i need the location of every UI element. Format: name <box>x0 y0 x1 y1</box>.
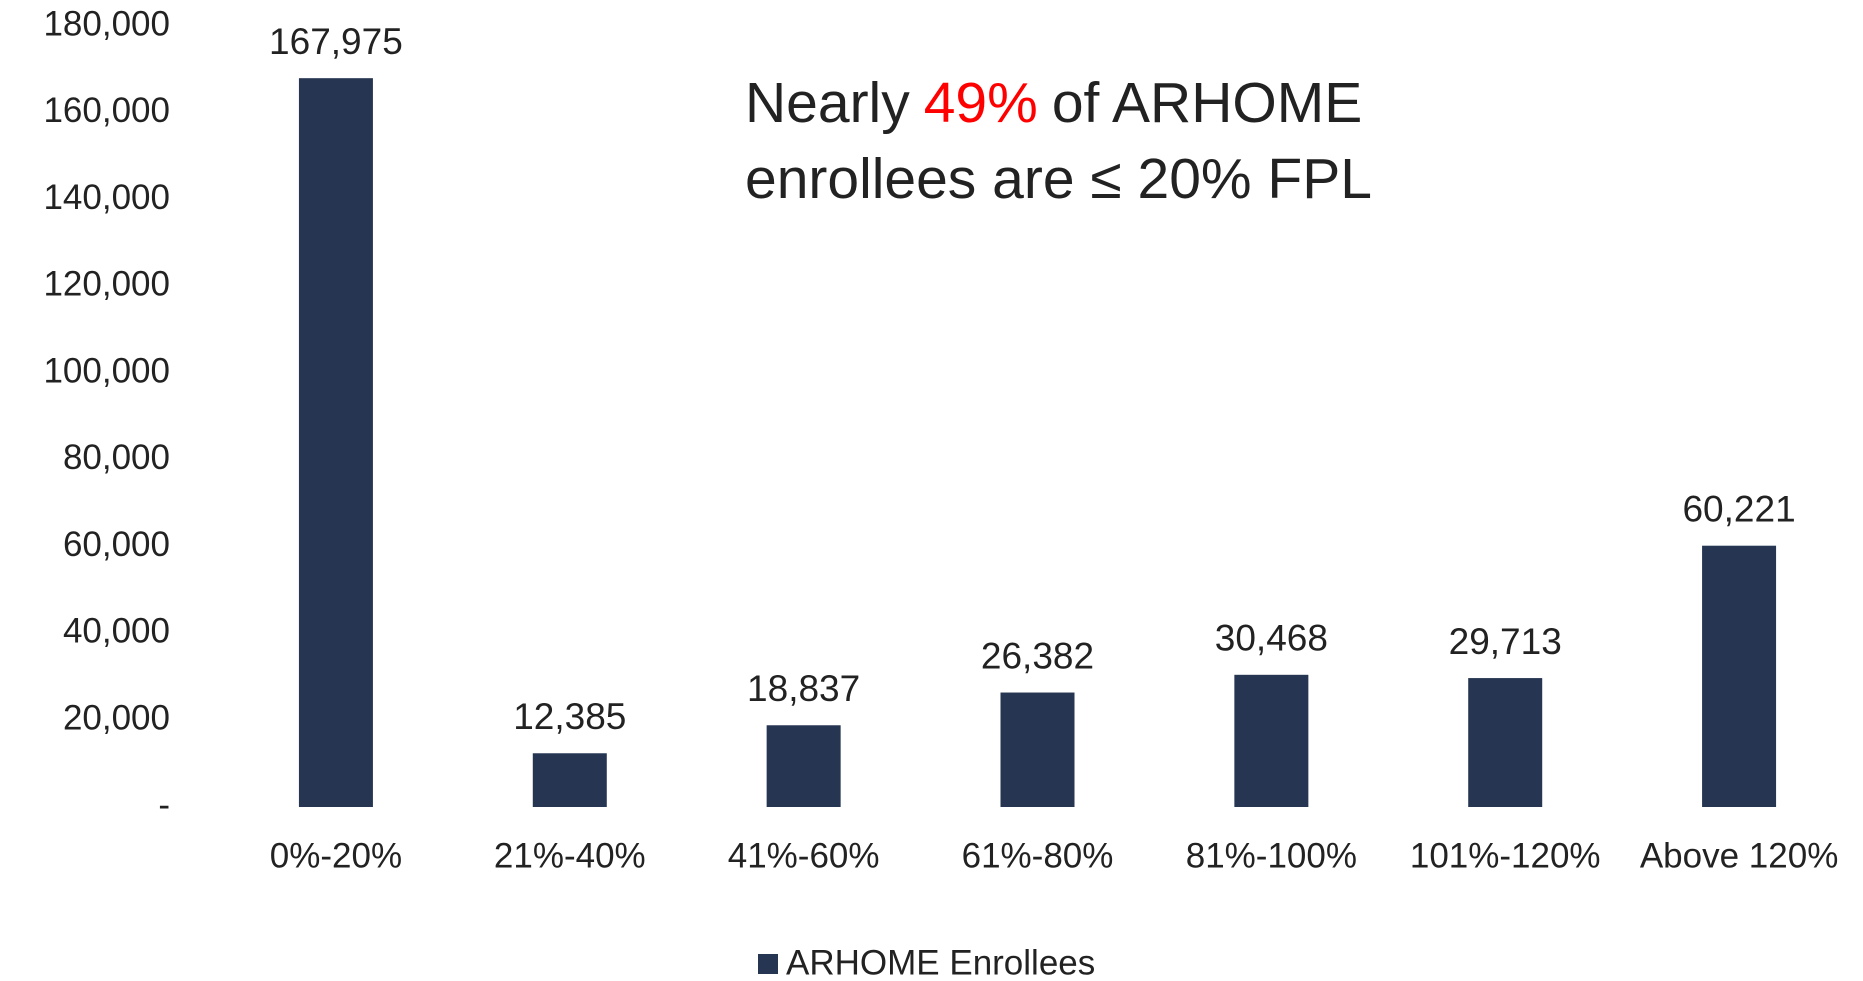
data-label: 18,837 <box>747 668 860 709</box>
bar <box>298 78 373 807</box>
data-label: 167,975 <box>269 21 403 62</box>
x-tick-label: 0%-20% <box>270 836 402 875</box>
data-label: 60,221 <box>1682 488 1795 529</box>
annotation-highlight: 49% <box>924 71 1038 135</box>
x-tick-label: 81%-100% <box>1186 836 1357 875</box>
bar <box>532 753 607 807</box>
bar <box>1234 674 1309 807</box>
x-tick-label: 61%-80% <box>962 836 1114 875</box>
annotation-text: Nearly <box>745 71 910 135</box>
x-tick-label: 21%-40% <box>494 836 646 875</box>
bar <box>1468 678 1543 807</box>
y-tick-label: - <box>158 785 170 824</box>
y-tick-label: 100,000 <box>43 351 170 390</box>
data-label: 26,382 <box>981 635 1094 676</box>
y-tick-label: 140,000 <box>43 178 170 217</box>
x-tick-label: Above 120% <box>1640 836 1838 875</box>
bar <box>766 725 841 807</box>
y-tick-label: 60,000 <box>63 525 170 564</box>
bar <box>1000 692 1075 807</box>
y-tick-label: 80,000 <box>63 438 170 477</box>
legend-swatch <box>758 954 778 974</box>
bar <box>1702 545 1777 807</box>
x-tick-label: 101%-120% <box>1410 836 1601 875</box>
annotation-line-2: enrollees are ≤ 20% FPL <box>745 147 1372 211</box>
annotation-line-1: Nearly 49% of ARHOME <box>745 71 1362 135</box>
y-tick-label: 180,000 <box>43 4 170 43</box>
y-tick-label: 20,000 <box>63 698 170 737</box>
data-label: 29,713 <box>1449 621 1562 662</box>
y-tick-label: 40,000 <box>63 612 170 651</box>
y-tick-label: 160,000 <box>43 91 170 130</box>
annotation-text: of ARHOME <box>1052 71 1362 135</box>
y-tick-label: 120,000 <box>43 265 170 304</box>
legend-label: ARHOME Enrollees <box>786 943 1095 981</box>
x-tick-label: 41%-60% <box>728 836 880 875</box>
data-label: 12,385 <box>513 696 626 737</box>
data-label: 30,468 <box>1215 618 1328 659</box>
